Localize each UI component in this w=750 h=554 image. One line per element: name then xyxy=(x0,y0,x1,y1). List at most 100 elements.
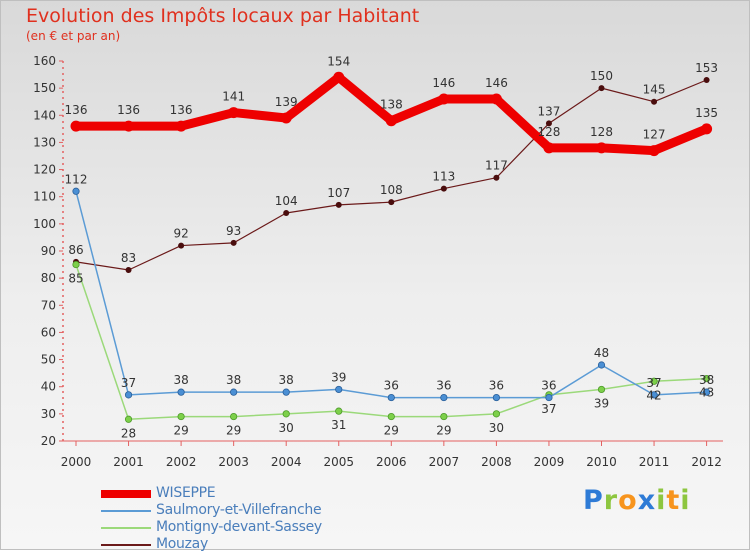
data-point-saulmory-et-villefranche xyxy=(545,393,553,402)
y-tick-label: 80 xyxy=(41,271,56,285)
legend-item-mouzay[interactable]: Mouzay xyxy=(101,536,401,554)
data-label-wiseppe: 135 xyxy=(695,106,718,120)
data-label-wiseppe: 139 xyxy=(275,95,298,109)
data-label-wiseppe: 138 xyxy=(380,98,403,112)
y-tick-label: 150 xyxy=(33,81,56,95)
y-tick-label: 160 xyxy=(33,54,56,68)
legend-item-montigny[interactable]: Montigny-devant-Sassey xyxy=(101,519,401,537)
data-label-montigny-devant-sassey: 42 xyxy=(646,388,661,402)
logo-letter: r xyxy=(603,485,619,516)
x-tick-label: 2000 xyxy=(61,455,92,469)
logo-letter: x xyxy=(637,485,657,516)
legend-label-mouzay: Mouzay xyxy=(156,536,208,552)
legend-item-saulmory[interactable]: Saulmory-et-Villefranche xyxy=(101,502,401,520)
data-point-mouzay xyxy=(545,120,552,127)
legend-swatch-mouzay xyxy=(101,544,151,546)
data-label-mouzay: 108 xyxy=(380,183,403,197)
chart-subtitle: (en € et par an) xyxy=(26,29,121,43)
data-label-saulmory-et-villefranche: 38 xyxy=(173,373,188,387)
data-label-montigny-devant-sassey: 30 xyxy=(279,421,294,435)
data-label-wiseppe: 136 xyxy=(170,103,193,117)
y-tick-label: 130 xyxy=(33,135,56,149)
chart-title: Evolution des Impôts locaux par Habitant xyxy=(26,5,420,27)
logo-letter: t xyxy=(666,485,681,516)
x-tick-label: 2010 xyxy=(586,455,617,469)
data-label-saulmory-et-villefranche: 38 xyxy=(699,373,714,387)
y-tick-label: 40 xyxy=(41,380,56,394)
logo-letter: P xyxy=(583,485,604,516)
data-point-saulmory-et-villefranche xyxy=(387,393,395,402)
data-label-mouzay: 93 xyxy=(226,224,241,238)
data-point-montigny-devant-sassey xyxy=(124,415,133,423)
data-point-mouzay xyxy=(335,201,342,208)
data-label-mouzay: 92 xyxy=(173,227,188,241)
data-label-wiseppe: 141 xyxy=(222,90,245,104)
x-tick-label: 2008 xyxy=(481,455,512,469)
data-label-wiseppe: 146 xyxy=(485,76,508,90)
x-tick-label: 2004 xyxy=(271,455,302,469)
y-tick-label: 100 xyxy=(33,217,56,231)
x-tick-label: 2007 xyxy=(429,455,460,469)
data-point-mouzay xyxy=(598,85,605,92)
data-label-montigny-devant-sassey: 29 xyxy=(436,424,451,438)
data-label-mouzay: 113 xyxy=(432,170,455,184)
y-tick-label: 110 xyxy=(33,190,56,204)
data-labels-layer: 86 83 92 93 104 107 108 113 117 137 150 145 153 85 28 2… xyxy=(65,54,719,440)
legend: WISEPPE Saulmory-et-Villefranche Montign… xyxy=(101,485,401,554)
data-point-mouzay xyxy=(125,267,132,273)
data-label-saulmory-et-villefranche: 112 xyxy=(65,172,88,186)
legend-swatch-saulmory xyxy=(101,510,151,512)
data-label-wiseppe: 128 xyxy=(537,125,560,139)
y-tick-label: 90 xyxy=(41,244,56,258)
data-label-montigny-devant-sassey: 29 xyxy=(173,424,188,438)
y-tick-label: 50 xyxy=(41,353,56,367)
logo-letter: i xyxy=(656,485,667,516)
data-point-wiseppe xyxy=(70,120,82,132)
y-tick-label: 120 xyxy=(33,163,56,177)
y-tick-label: 20 xyxy=(41,434,56,448)
data-label-mouzay: 137 xyxy=(537,104,560,118)
data-label-wiseppe: 146 xyxy=(432,76,455,90)
data-point-wiseppe xyxy=(385,115,397,127)
data-label-montigny-devant-sassey: 29 xyxy=(384,424,399,438)
data-label-wiseppe: 136 xyxy=(65,103,88,117)
data-label-mouzay: 107 xyxy=(327,186,350,200)
data-point-saulmory-et-villefranche xyxy=(597,361,606,369)
data-point-montigny-devant-sassey xyxy=(335,407,343,415)
data-point-montigny-devant-sassey xyxy=(492,410,500,418)
data-point-wiseppe xyxy=(648,145,660,157)
x-tick-label: 2009 xyxy=(534,455,565,469)
data-label-saulmory-et-villefranche: 39 xyxy=(331,370,346,384)
data-label-mouzay: 117 xyxy=(485,159,508,173)
logo-letter: o xyxy=(618,485,638,516)
data-point-wiseppe xyxy=(175,120,187,132)
data-point-saulmory-et-villefranche xyxy=(177,388,185,396)
data-label-saulmory-et-villefranche: 37 xyxy=(121,376,136,390)
legend-swatch-wiseppe xyxy=(101,490,151,498)
y-tick-label: 70 xyxy=(41,298,56,312)
data-label-wiseppe: 127 xyxy=(643,128,666,142)
data-point-wiseppe xyxy=(490,93,502,105)
data-label-mouzay: 145 xyxy=(643,83,666,97)
x-tick-label: 2003 xyxy=(218,455,249,469)
data-point-montigny-devant-sassey xyxy=(597,385,606,394)
data-point-mouzay xyxy=(651,98,658,105)
y-tick-label: 140 xyxy=(33,108,56,122)
data-label-saulmory-et-villefranche: 36 xyxy=(489,379,504,393)
data-label-mouzay: 153 xyxy=(695,61,718,75)
data-label-saulmory-et-villefranche: 38 xyxy=(226,373,241,387)
data-point-saulmory-et-villefranche xyxy=(124,391,133,399)
data-point-wiseppe xyxy=(543,142,555,154)
x-tick-label: 2002 xyxy=(166,455,197,469)
legend-item-wiseppe[interactable]: WISEPPE xyxy=(101,485,401,503)
data-point-mouzay xyxy=(178,242,185,249)
data-label-montigny-devant-sassey: 85 xyxy=(68,272,83,286)
data-label-montigny-devant-sassey: 37 xyxy=(541,402,556,416)
data-point-wiseppe xyxy=(596,142,607,154)
data-point-mouzay xyxy=(388,199,395,206)
proxiti-logo: Proxiti xyxy=(583,485,691,516)
data-label-mouzay: 150 xyxy=(590,69,613,83)
data-label-saulmory-et-villefranche: 38 xyxy=(279,373,294,387)
data-point-mouzay xyxy=(703,77,710,83)
